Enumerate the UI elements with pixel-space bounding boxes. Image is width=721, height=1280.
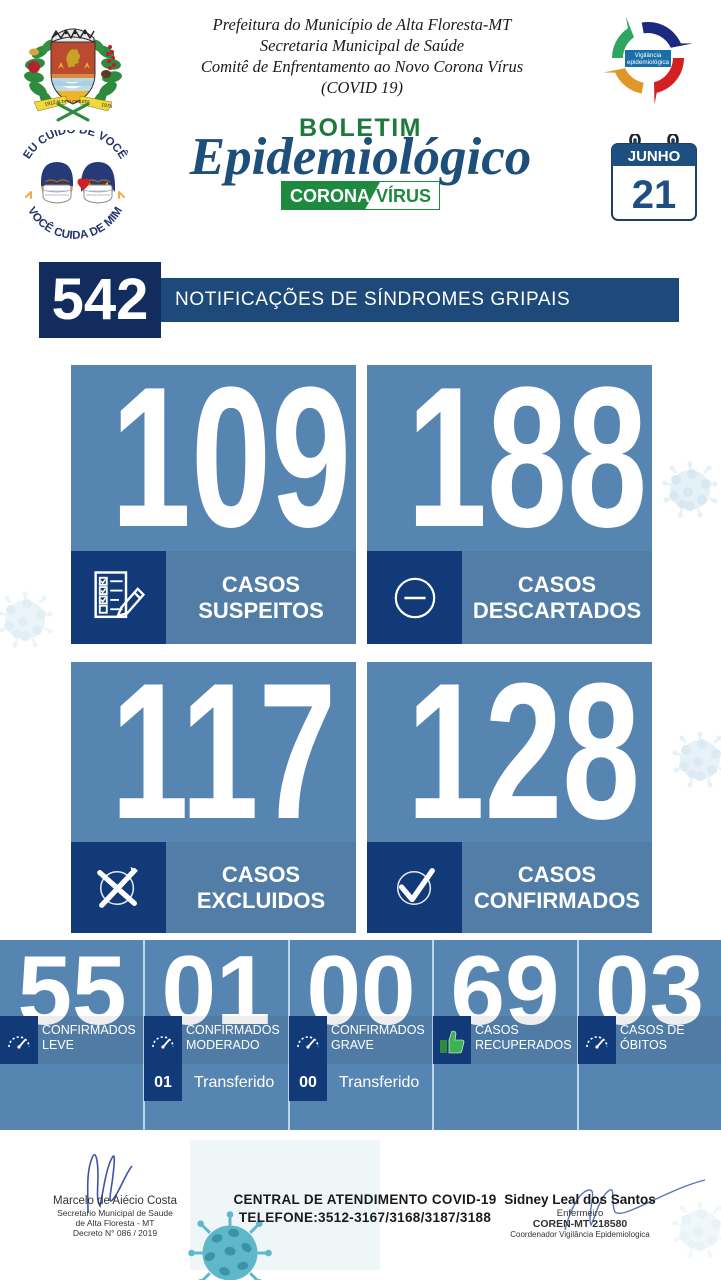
svg-text:ALTA FLORESTA: ALTA FLORESTA bbox=[56, 99, 90, 104]
svg-text:Vigilância: Vigilância bbox=[635, 52, 662, 59]
svg-text:epidemiológica: epidemiológica bbox=[627, 59, 670, 66]
svg-text:VOCÊ CUIDA DE MIM: VOCÊ CUIDA DE MIM bbox=[25, 205, 125, 242]
